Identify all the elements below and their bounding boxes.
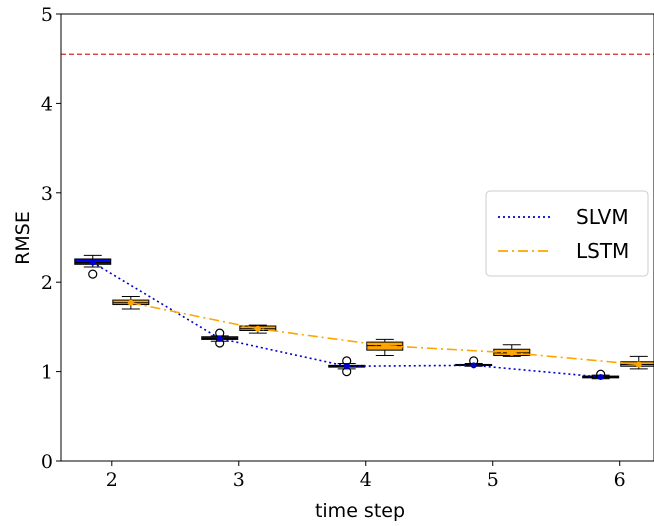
slvm-mean-point xyxy=(343,363,350,370)
y-tick-label: 4 xyxy=(41,93,53,115)
x-tick-label: 3 xyxy=(233,469,245,491)
y-axis-label: RMSE xyxy=(12,211,34,265)
slvm-mean-point xyxy=(89,259,96,266)
lstm-mean-point xyxy=(381,342,388,349)
legend: SLVM LSTM xyxy=(485,190,649,277)
legend-box xyxy=(485,190,649,277)
slvm-box-1 xyxy=(74,254,112,279)
legend-label-slvm: SLVM xyxy=(576,205,629,229)
y-tick-label: 0 xyxy=(41,451,53,473)
slvm-mean-point xyxy=(470,362,477,369)
lstm-mean-line xyxy=(130,301,639,366)
lstm-mean-point xyxy=(254,325,261,332)
x-tick-label: 2 xyxy=(106,469,118,491)
y-tick-label: 5 xyxy=(41,4,53,26)
y-tick-label: 2 xyxy=(41,272,53,294)
legend-label-lstm: LSTM xyxy=(576,239,629,263)
x-axis-label: time step xyxy=(315,500,405,522)
axes: 2 3 4 5 6 0 1 2 3 4 5 xyxy=(41,4,626,491)
x-tick-label: 4 xyxy=(360,469,372,491)
slvm-mean-point xyxy=(216,335,223,342)
outlier-point xyxy=(88,269,98,279)
x-tick-label: 6 xyxy=(614,469,626,491)
plot-frame xyxy=(60,13,654,462)
y-tick-label: 3 xyxy=(41,183,53,205)
lstm-mean-point xyxy=(508,349,515,356)
slvm-mean-line xyxy=(92,261,601,378)
lstm-mean-point xyxy=(635,361,642,368)
plot-area xyxy=(61,53,654,380)
y-tick-label: 1 xyxy=(41,362,53,384)
lstm-mean-point xyxy=(127,299,134,306)
slvm-mean-point xyxy=(597,373,604,380)
x-tick-label: 5 xyxy=(487,469,499,491)
